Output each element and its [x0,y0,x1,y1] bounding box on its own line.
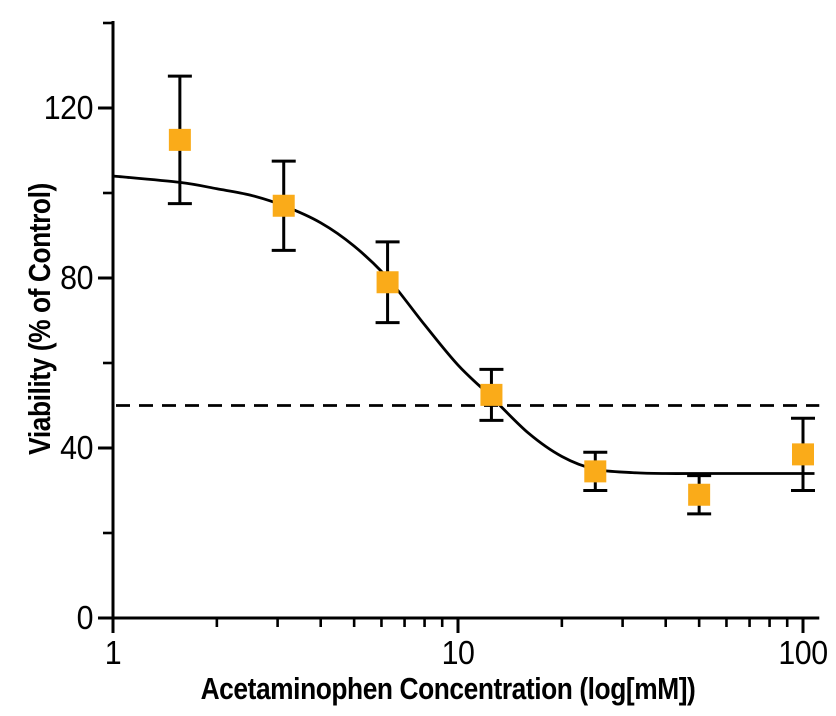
data-point-marker [168,128,191,151]
y-axis-title: Viability (% of Control) [23,183,57,455]
y-tick-label: 0 [77,599,93,636]
data-point [583,450,608,492]
x-axis-title: Acetaminophen Concentration (log[mM]) [201,672,696,706]
data-point [791,416,815,492]
x-tick-label: 100 [778,634,827,671]
data-point [271,159,296,252]
x-tick-label: 10 [442,634,475,671]
y-tick-label: 40 [60,429,93,466]
fit-curve-layer [112,174,815,475]
data-point [167,74,192,206]
data-point-marker [272,194,295,217]
fit-curve [112,174,815,475]
data-point [375,240,400,325]
data-point-marker [688,483,711,506]
data-points-layer [167,74,815,516]
x-tick-label: 1 [105,634,121,671]
data-point [687,474,712,516]
y-tick-label: 120 [44,89,93,126]
y-tick-label: 80 [60,259,93,296]
data-point [479,367,504,422]
data-point-marker [792,443,814,466]
data-point-marker [584,460,607,483]
data-point-marker [480,383,503,406]
data-point-marker [376,271,399,294]
